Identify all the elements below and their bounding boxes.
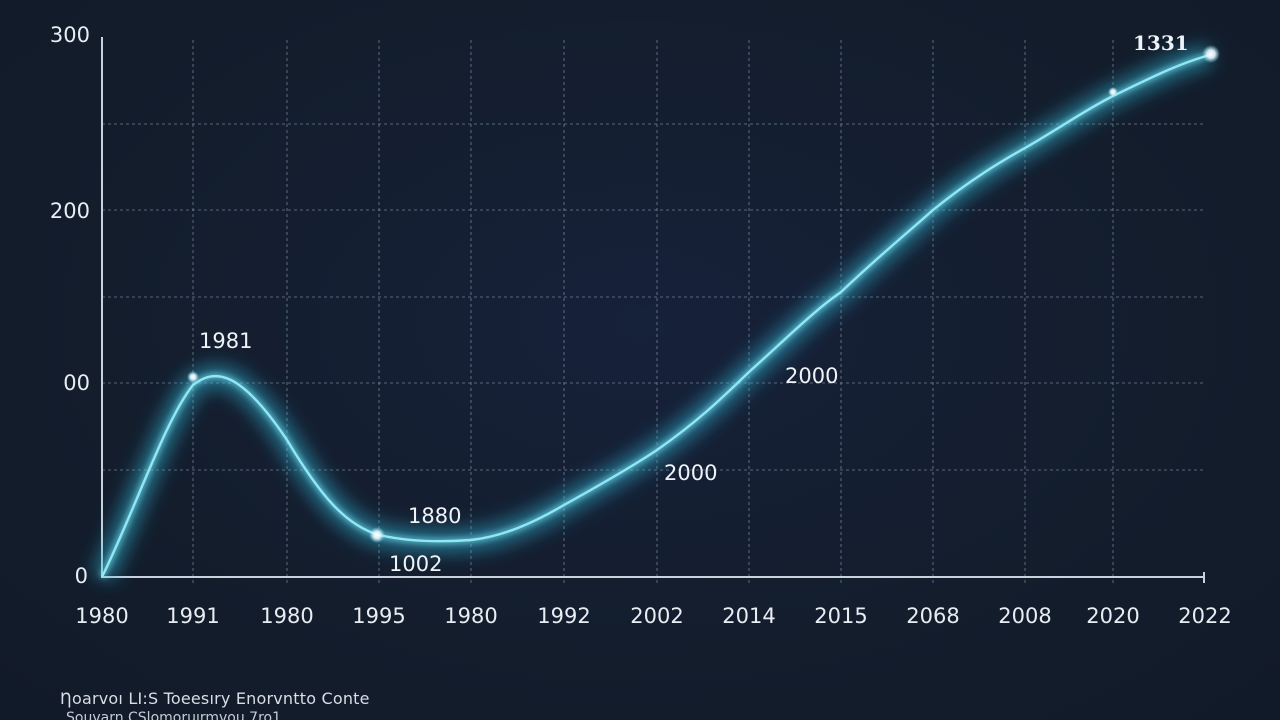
series-line — [100, 53, 1211, 578]
x-tick-4: 1980 — [444, 604, 498, 628]
x-tick-2: 1980 — [260, 604, 314, 628]
series-glow — [92, 44, 1213, 582]
x-tick-9: 2068 — [906, 604, 960, 628]
x-tick-8: 2015 — [814, 604, 868, 628]
y-tick-200: 200 — [49, 199, 90, 223]
horizontal-gridlines — [102, 123, 1205, 471]
annotation-1981: 1981 — [199, 329, 253, 353]
point-1995 — [369, 527, 385, 543]
annotation-1331: 1331 — [1133, 31, 1189, 55]
annotation-1880: 1880 — [408, 504, 462, 528]
point-1981 — [187, 371, 199, 383]
x-tick-1: 1991 — [166, 604, 220, 628]
source-note-secondary: Souvarn CSlomoruırmvou 7ro1 — [66, 711, 282, 720]
x-tick-3: 1995 — [352, 604, 406, 628]
source-note: Ƞoarvoı LI:S Toeesıry Enorvntto Conte — [60, 689, 370, 708]
data-point-markers — [187, 45, 1220, 543]
annotation-2000-low: 2000 — [664, 461, 718, 485]
y-tick-100: 00 — [63, 371, 90, 395]
point-2020 — [1108, 87, 1118, 97]
x-tick-6: 2002 — [630, 604, 684, 628]
point-end — [1202, 45, 1220, 63]
vertical-gridlines — [192, 40, 1114, 583]
annotation-2000-high: 2000 — [785, 364, 839, 388]
y-tick-300: 300 — [49, 23, 90, 47]
annotation-1002: 1002 — [389, 552, 443, 576]
y-tick-0: 0 — [74, 564, 88, 588]
axes — [101, 37, 1205, 583]
x-tick-7: 2014 — [722, 604, 776, 628]
x-tick-5: 1992 — [537, 604, 591, 628]
x-tick-10: 2008 — [998, 604, 1052, 628]
x-tick-0: 1980 — [75, 604, 129, 628]
x-tick-12: 2022 — [1178, 604, 1232, 628]
x-tick-11: 2020 — [1086, 604, 1140, 628]
